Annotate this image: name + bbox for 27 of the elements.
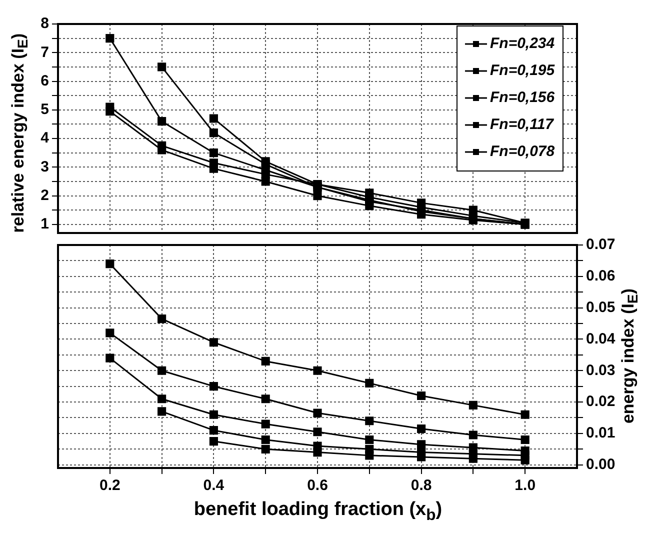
- x-axis-title: benefit loading fraction (x$_{b}$): [194, 499, 442, 525]
- y2-tick-label: 0.01: [586, 424, 616, 442]
- legend-label: Fn=0,078: [490, 143, 556, 160]
- y2-tick-label: 0.05: [586, 298, 616, 316]
- y-tick-label: 6: [40, 72, 49, 90]
- y2-tick-label: 0.02: [586, 393, 616, 410]
- y-tick-label: 4: [40, 130, 50, 147]
- y-tick-label: 8: [40, 15, 49, 32]
- x-tick-label: 0.4: [203, 477, 225, 494]
- legend-label: Fn=0,117: [490, 116, 554, 134]
- y-tick-label: 5: [40, 101, 49, 118]
- x-tick-label: 1.0: [514, 477, 536, 494]
- legend-label: Fn=0,156: [490, 89, 556, 106]
- x-tick-label: 0.2: [99, 477, 120, 494]
- y-tick-label: 1: [40, 216, 49, 233]
- y2-tick-label: 0.07: [586, 236, 616, 254]
- y2-tick-label: 0.00: [586, 456, 616, 473]
- legend-label: Fn=0,234: [490, 35, 556, 52]
- x-tick-label: 0.8: [410, 477, 432, 494]
- legend-label: Fn=0,195: [490, 62, 556, 80]
- y-tick-label: 2: [40, 186, 49, 204]
- x-tick-label: 0.6: [307, 477, 328, 494]
- y2-tick-label: 0.06: [586, 268, 616, 285]
- y2-tick-label: 0.04: [586, 330, 616, 348]
- y-tick-label: 7: [40, 44, 49, 61]
- y-tick-label: 3: [40, 158, 49, 176]
- y2-tick-label: 0.03: [586, 362, 616, 379]
